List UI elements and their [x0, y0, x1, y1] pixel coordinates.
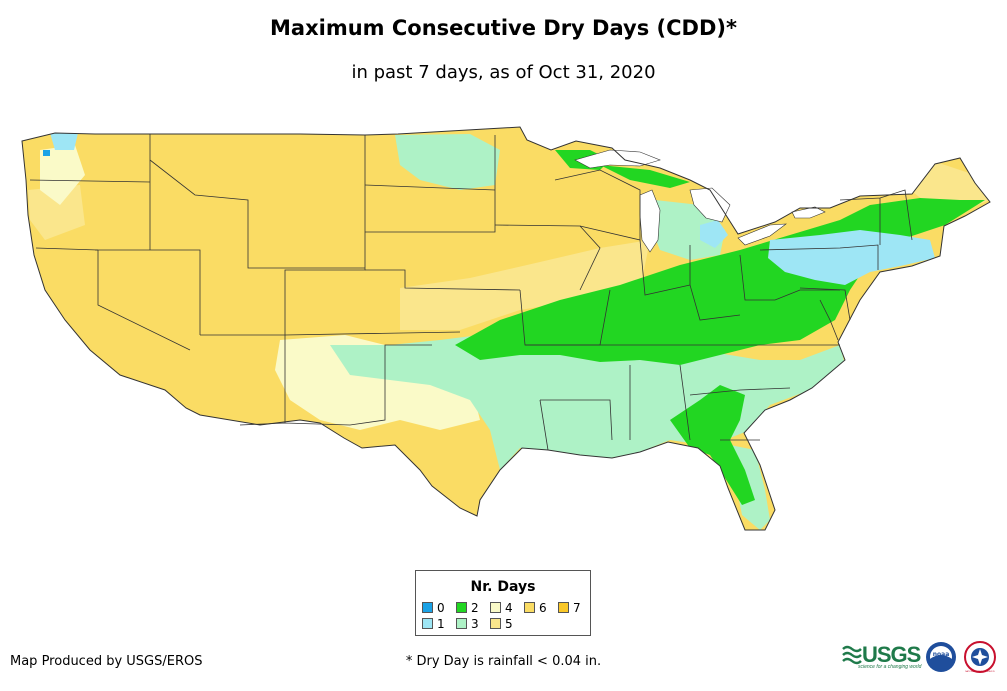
zone-4-days-southwest [275, 335, 480, 430]
dry-day-footnote: * Dry Day is rainfall < 0.04 in. [405, 654, 602, 669]
zone-2-days-southeast [670, 385, 755, 505]
usgs-wave-icon [842, 645, 862, 665]
legend-item-4: 4 [490, 601, 513, 615]
zone-2-days-wisconsin [600, 165, 690, 188]
legend-label-1: 1 [437, 617, 445, 631]
legend-swatch-5 [490, 618, 501, 629]
noaa-logo-icon: noaa [926, 642, 956, 672]
lake-huron [689, 187, 731, 223]
legend-swatch-4 [490, 602, 501, 613]
legend-swatch-1 [422, 618, 433, 629]
map-subtitle: in past 7 days, as of Oct 31, 2020 [351, 62, 656, 83]
legend-label-4: 4 [505, 601, 513, 615]
lake-erie [737, 223, 787, 246]
legend-swatch-6 [524, 602, 535, 613]
map-credit: Map Produced by USGS/EROS [10, 654, 203, 669]
zone-5-days-plains [400, 240, 650, 330]
legend-grid: 0 1 2 3 4 5 6 7 [422, 601, 592, 633]
legend-label-3: 3 [471, 617, 479, 631]
state-boundaries [29, 134, 913, 451]
usgs-logo: USGS science for a changing world [842, 642, 922, 670]
legend-item-3: 3 [456, 617, 479, 631]
legend-swatch-3 [456, 618, 467, 629]
legend-item-0: 0 [422, 601, 445, 615]
legend-label-5: 5 [505, 617, 513, 631]
zone-1-day-northeast [768, 230, 935, 285]
map-title: Maximum Consecutive Dry Days (CDD)* [270, 16, 737, 40]
legend-swatch-7 [558, 602, 569, 613]
nws-logo-text: NATIONAL WEATHER SERVICE [965, 670, 995, 673]
usgs-wordmark: USGS [862, 642, 921, 667]
zone-1-day-michigan [700, 220, 728, 248]
legend-label-2: 2 [471, 601, 479, 615]
zone-4-days-pacnw [40, 145, 85, 205]
nws-logo-icon: NATIONAL WEATHER SERVICE [964, 641, 996, 673]
legend-item-6: 6 [524, 601, 547, 615]
zone-3-days-north-plains [395, 134, 500, 190]
zone-1-day-nw-corner [50, 133, 78, 150]
legend-swatch-0 [422, 602, 433, 613]
usgs-tagline: science for a changing world [858, 664, 922, 670]
zone-0-days-spot [43, 150, 50, 156]
legend-item-5: 5 [490, 617, 513, 631]
legend-swatch-2 [456, 602, 467, 613]
legend-label-0: 0 [437, 601, 445, 615]
legend: Nr. Days 0 1 2 3 4 5 6 7 [415, 570, 591, 636]
conus-outline [21, 126, 991, 531]
legend-item-7: 7 [558, 601, 581, 615]
legend-item-2: 2 [456, 601, 479, 615]
zone-5-days-west [28, 185, 85, 240]
legend-title: Nr. Days [470, 579, 536, 595]
legend-label-6: 6 [539, 601, 547, 615]
legend-item-1: 1 [422, 617, 445, 631]
legend-label-7: 7 [573, 601, 581, 615]
noaa-logo-text: noaa [933, 651, 950, 658]
